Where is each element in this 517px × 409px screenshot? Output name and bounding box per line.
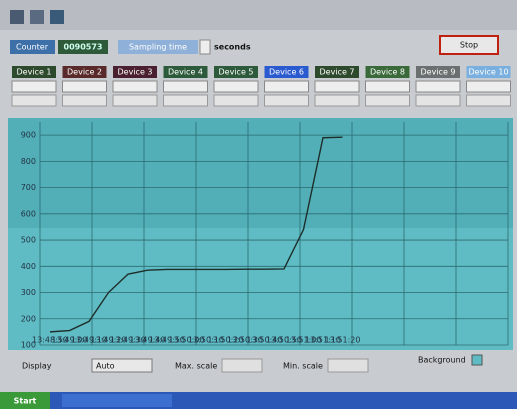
display-mode[interactable]: Auto <box>96 362 115 371</box>
counter-label: Counter <box>16 43 49 52</box>
icon-button[interactable] <box>10 10 24 24</box>
background-label: Background <box>418 356 466 365</box>
device-spinner[interactable] <box>416 81 460 92</box>
device-spinner[interactable] <box>214 81 258 92</box>
task-button[interactable] <box>62 394 172 407</box>
counter-value: 0090573 <box>64 43 103 52</box>
device-label[interactable]: Device 1 <box>17 68 52 77</box>
y-tick-label: 400 <box>21 262 36 271</box>
device-input[interactable] <box>265 95 309 106</box>
device-input[interactable] <box>63 95 107 106</box>
start-label[interactable]: Start <box>14 397 37 406</box>
sampling-unit: seconds <box>214 43 251 52</box>
device-spinner[interactable] <box>265 81 309 92</box>
y-tick-label: 800 <box>21 157 36 166</box>
device-input[interactable] <box>214 95 258 106</box>
y-tick-label: 500 <box>21 236 36 245</box>
sampling-button-label[interactable]: Sampling time <box>129 43 187 52</box>
device-spinner[interactable] <box>12 81 56 92</box>
max-scale-input[interactable] <box>222 359 262 372</box>
device-spinner[interactable] <box>63 81 107 92</box>
stop-button-label[interactable]: Stop <box>460 41 478 50</box>
device-input[interactable] <box>467 95 511 106</box>
background-checkbox[interactable] <box>472 355 482 365</box>
chart-glare <box>8 118 513 228</box>
device-spinner[interactable] <box>315 81 359 92</box>
device-label[interactable]: Device 2 <box>67 68 102 77</box>
toolbar <box>0 0 517 30</box>
device-spinner[interactable] <box>113 81 157 92</box>
y-tick-label: 900 <box>21 131 36 140</box>
min-scale-label: Min. scale <box>283 362 323 371</box>
device-input[interactable] <box>416 95 460 106</box>
device-input[interactable] <box>113 95 157 106</box>
y-tick-label: 600 <box>21 209 36 218</box>
device-label[interactable]: Device 8 <box>370 68 405 77</box>
device-input[interactable] <box>366 95 410 106</box>
device-label[interactable]: Device 7 <box>320 68 355 77</box>
screen: Counter 0090573 Sampling time seconds St… <box>0 0 517 409</box>
device-label[interactable]: Device 10 <box>468 68 508 77</box>
device-spinner[interactable] <box>366 81 410 92</box>
device-label[interactable]: Device 3 <box>118 68 153 77</box>
display-label: Display <box>22 362 52 371</box>
y-tick-label: 200 <box>21 314 36 323</box>
device-label[interactable]: Device 5 <box>219 68 254 77</box>
device-label[interactable]: Device 4 <box>168 68 203 77</box>
device-spinner[interactable] <box>467 81 511 92</box>
device-input[interactable] <box>12 95 56 106</box>
max-scale-label: Max. scale <box>175 362 217 371</box>
device-label[interactable]: Device 6 <box>269 68 304 77</box>
min-scale-input[interactable] <box>328 359 368 372</box>
device-label[interactable]: Device 9 <box>421 68 456 77</box>
device-spinner[interactable] <box>164 81 208 92</box>
icon-button[interactable] <box>50 10 64 24</box>
y-tick-label: 700 <box>21 183 36 192</box>
x-tick-label: 13:51:20 <box>325 336 361 345</box>
icon-button[interactable] <box>30 10 44 24</box>
device-input[interactable] <box>164 95 208 106</box>
y-tick-label: 300 <box>21 288 36 297</box>
device-input[interactable] <box>315 95 359 106</box>
spinner[interactable] <box>200 40 210 54</box>
